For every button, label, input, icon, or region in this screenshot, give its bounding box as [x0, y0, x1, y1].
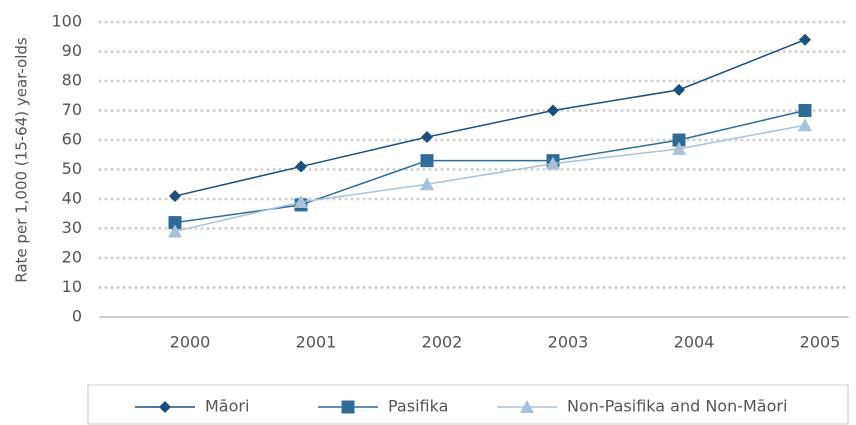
legend-marker — [520, 400, 534, 413]
data-point — [672, 141, 686, 155]
y-tick-label: 100 — [51, 12, 82, 31]
y-axis-title: Rate per 1,000 (15-64) year-olds — [13, 37, 31, 283]
data-point — [672, 133, 686, 147]
data-point — [547, 104, 559, 117]
data-point — [798, 104, 812, 117]
series-line — [174, 124, 806, 233]
data-point — [799, 33, 811, 46]
x-tick-label: 2005 — [800, 333, 841, 352]
data-point — [546, 156, 560, 170]
y-tick-label: 70 — [62, 100, 82, 119]
data-point — [168, 216, 182, 230]
legend-box — [87, 384, 849, 425]
y-tick-label: 40 — [62, 189, 82, 208]
series-line — [174, 109, 806, 224]
data-point — [421, 131, 433, 144]
data-point — [295, 160, 307, 173]
y-tick-label: 0 — [72, 307, 82, 326]
legend-marker — [341, 400, 355, 414]
legend-label: Māori — [205, 397, 249, 416]
data-point — [798, 118, 812, 132]
legend-label: Pasifika — [388, 397, 448, 416]
y-tick-label: 80 — [62, 71, 82, 90]
data-point — [420, 154, 434, 168]
data-point — [420, 177, 434, 191]
y-tick-label: 10 — [62, 277, 82, 296]
data-point — [673, 83, 685, 96]
data-point — [168, 224, 182, 238]
data-point — [294, 194, 308, 208]
data-point — [169, 190, 181, 203]
y-tick-label: 90 — [62, 41, 82, 60]
x-tick-label: 2003 — [548, 333, 589, 352]
y-tick-label: 60 — [62, 130, 82, 149]
series-line — [174, 39, 806, 197]
x-tick-label: 2000 — [170, 333, 211, 352]
x-tick-label: 2002 — [422, 333, 463, 352]
legend-label: Non-Pasifika and Non-Māori — [567, 397, 787, 416]
y-tick-label: 50 — [62, 159, 82, 178]
legend-marker — [159, 401, 171, 413]
y-tick-label: 20 — [62, 248, 82, 267]
x-tick-label: 2001 — [296, 333, 337, 352]
x-tick-label: 2004 — [674, 333, 715, 352]
y-tick-label: 30 — [62, 218, 82, 237]
